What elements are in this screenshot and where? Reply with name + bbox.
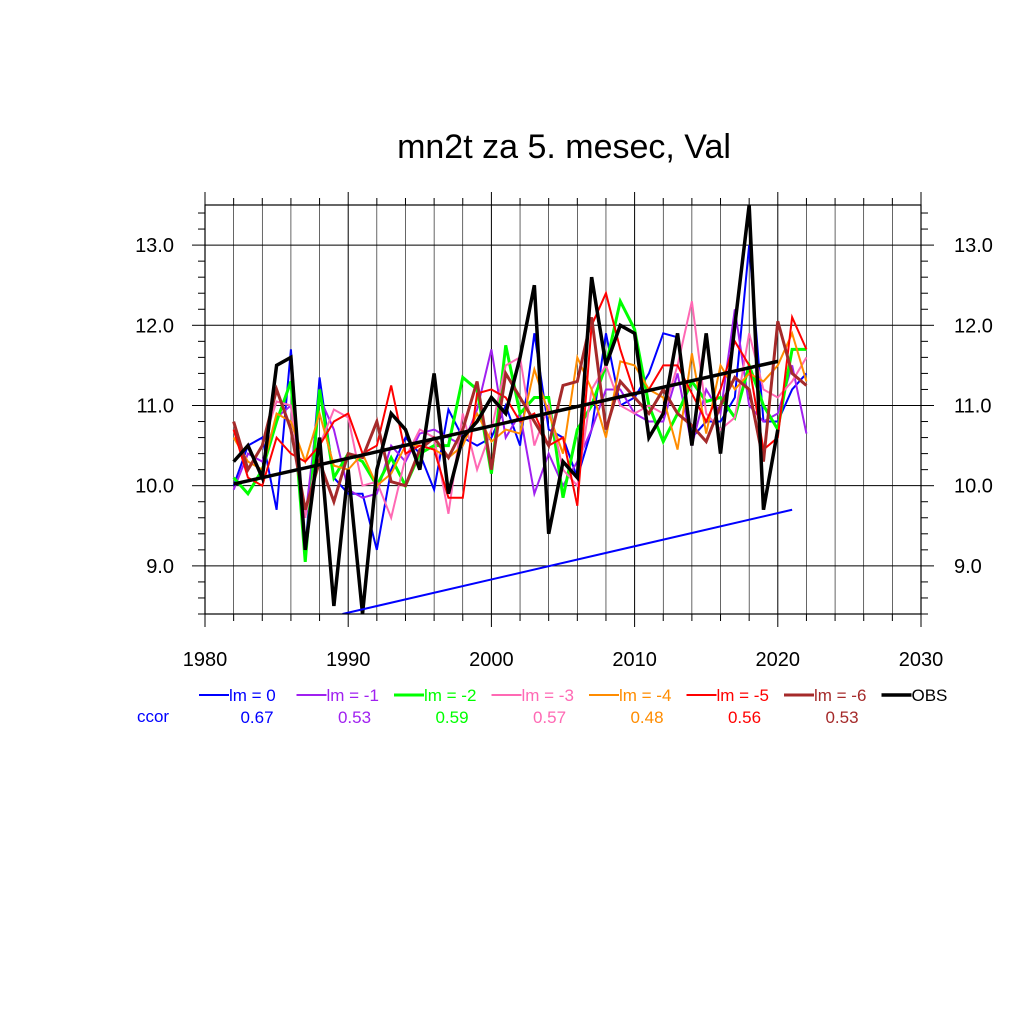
x-tick-label: 2010	[612, 649, 657, 671]
legend-label: lm = 0	[229, 686, 276, 705]
ccor-value: 0.53	[825, 708, 858, 727]
y-tick-label-right: 12.0	[954, 315, 993, 337]
y-tick-label: 12.0	[135, 315, 174, 337]
y-tick-label: 10.0	[135, 476, 174, 498]
y-tick-label-right: 11.0	[954, 395, 991, 417]
y-tick-label-right: 10.0	[954, 476, 993, 498]
lm0-trend-line	[342, 508, 793, 614]
plot-frame	[204, 204, 922, 615]
y-tick-label: 9.0	[146, 556, 174, 578]
y-tick-label-right: 13.0	[954, 235, 993, 257]
series-line-lm-6	[232, 316, 808, 511]
y-tick-label-right: 9.0	[954, 556, 982, 578]
ccor-value: 0.57	[533, 708, 566, 727]
y-tick-label: 13.0	[135, 235, 174, 257]
legend-label: lm = -1	[327, 686, 379, 705]
ccor-label: ccor	[137, 707, 169, 726]
legend-label: OBS	[912, 686, 948, 705]
x-tick-label: 1990	[326, 649, 371, 671]
ccor-value: 0.59	[435, 708, 468, 727]
legend-label: lm = -2	[424, 686, 476, 705]
legend: lm = 0 0.67 lm = -1 0.53 lm = -2 0.59 lm = -3 0…	[137, 686, 947, 727]
x-tick-label: 2000	[469, 649, 514, 671]
legend-label: lm = -5	[717, 686, 769, 705]
y-tick-label: 11.0	[137, 395, 174, 417]
x-tick-label: 1980	[183, 649, 228, 671]
legend-label: lm = -3	[522, 686, 574, 705]
chart-title: mn2t za 5. mesec, Val	[397, 128, 731, 166]
ccor-value: 0.56	[728, 708, 761, 727]
x-tick-label: 2020	[756, 649, 801, 671]
ccor-value: 0.48	[630, 708, 663, 727]
ccor-value: 0.67	[240, 708, 273, 727]
series-line-obs	[232, 205, 780, 614]
legend-label: lm = -6	[814, 686, 866, 705]
legend-label: lm = -4	[619, 686, 671, 705]
series-line-lm-5	[232, 290, 808, 506]
series-lines	[232, 205, 808, 614]
axes: 1980 1990 2000 2010 2020 2030 9.0 9.0 10.0 10.0 11…	[135, 192, 993, 671]
obs-trend-line	[233, 359, 779, 486]
ccor-value: 0.53	[338, 708, 371, 727]
x-tick-label: 2030	[899, 649, 944, 671]
